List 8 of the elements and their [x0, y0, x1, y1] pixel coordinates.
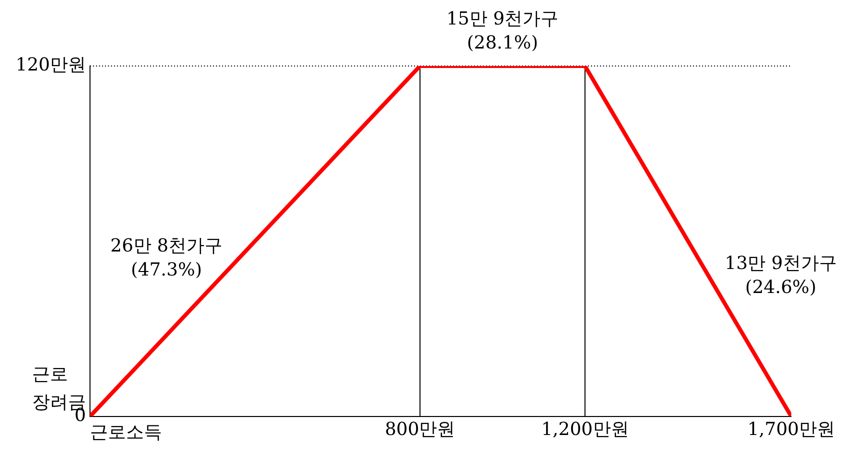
- x-tick-label: 1,700만원: [747, 418, 835, 440]
- annotation: 13만 9천가구 (24.6%): [724, 252, 837, 298]
- x-tick-label: 800만원: [384, 418, 456, 440]
- annotation: 26만 8천가구 (47.3%): [110, 235, 222, 280]
- text: 15만 9천가구 (28.1%): [446, 8, 559, 54]
- x-tick-label: 1,200만원: [541, 418, 629, 440]
- x-axis-title: 근로소득: [90, 422, 162, 444]
- y-tick-label: 120만원: [16, 54, 86, 76]
